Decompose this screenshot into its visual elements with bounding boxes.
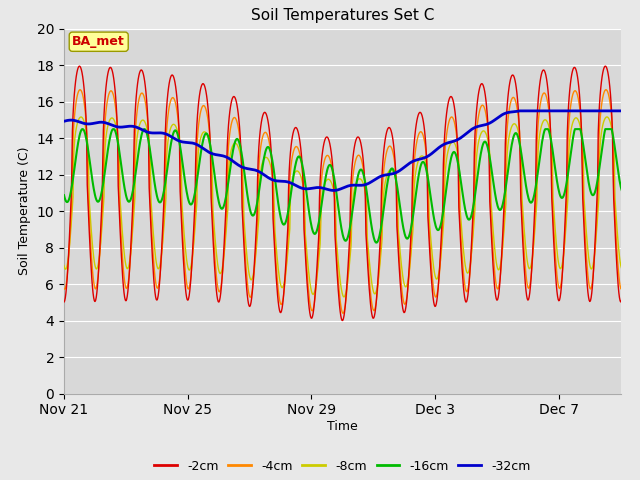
Text: BA_met: BA_met <box>72 35 125 48</box>
Y-axis label: Soil Temperature (C): Soil Temperature (C) <box>18 147 31 276</box>
Legend: -2cm, -4cm, -8cm, -16cm, -32cm: -2cm, -4cm, -8cm, -16cm, -32cm <box>150 455 535 478</box>
X-axis label: Time: Time <box>327 420 358 433</box>
Title: Soil Temperatures Set C: Soil Temperatures Set C <box>251 9 434 24</box>
